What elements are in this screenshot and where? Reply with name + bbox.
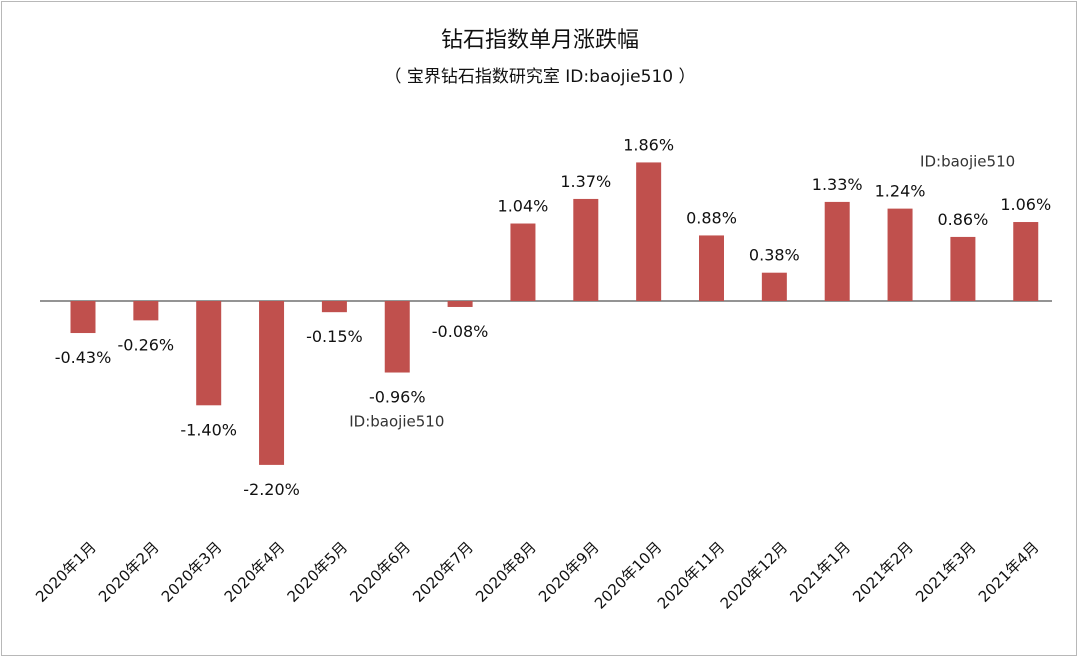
data-label-7: -0.08%: [432, 322, 489, 341]
bar-4: [259, 301, 285, 465]
x-tick-label-14: 2021年2月: [849, 538, 917, 606]
data-label-6: -0.96%: [369, 388, 426, 407]
data-label-13: 1.33%: [812, 175, 863, 194]
bar-11: [699, 235, 724, 301]
x-tick-label-6: 2020年6月: [346, 538, 414, 606]
x-tick-label-1: 2020年1月: [32, 538, 100, 606]
x-tick-label-5: 2020年5月: [284, 538, 352, 606]
x-tick-label-2: 2020年2月: [95, 538, 163, 606]
bar-6: [384, 301, 410, 373]
data-label-4: -2.20%: [243, 480, 300, 499]
bar-12: [761, 272, 787, 301]
x-tick-label-13: 2021年1月: [786, 538, 854, 606]
x-tick-label-15: 2021年3月: [912, 538, 980, 606]
data-label-9: 1.37%: [560, 172, 611, 191]
data-label-10: 1.86%: [623, 135, 674, 154]
bar-14: [887, 208, 913, 301]
bar-10: [636, 162, 662, 301]
data-label-1: -0.43%: [55, 348, 112, 367]
x-tick-label-16: 2021年4月: [975, 538, 1043, 606]
data-label-2: -0.26%: [118, 335, 175, 354]
bar-2: [133, 301, 159, 321]
chart-title: 钻石指数单月涨跌幅: [440, 28, 639, 53]
bar-8: [510, 223, 536, 301]
x-tick-label-3: 2020年3月: [158, 538, 226, 606]
annotation-id-2: ID:baojie510: [920, 153, 1015, 171]
x-tick-label-9: 2020年9月: [535, 538, 603, 606]
bar-1: [70, 301, 96, 334]
data-label-3: -1.40%: [180, 420, 237, 439]
x-tick-label-12: 2020年12月: [717, 538, 791, 612]
data-label-12: 0.38%: [749, 246, 800, 265]
data-label-8: 1.04%: [498, 197, 549, 216]
bar-13: [824, 201, 850, 301]
annotation-id-1: ID:baojie510: [349, 413, 444, 431]
bar-3: [196, 301, 222, 406]
x-tick-label-7: 2020年7月: [409, 538, 477, 606]
bar-5: [321, 301, 347, 313]
chart-subtitle: （ 宝界钻石指数研究室 ID:baojie510 ）: [384, 67, 696, 87]
bar-15: [950, 236, 976, 301]
bar-7: [447, 301, 473, 307]
bar-9: [573, 198, 599, 301]
data-label-14: 1.24%: [875, 182, 926, 201]
data-label-16: 1.06%: [1000, 195, 1051, 214]
bar-16: [1013, 222, 1039, 301]
x-tick-label-4: 2020年4月: [221, 538, 289, 606]
data-label-15: 0.86%: [937, 210, 988, 229]
data-label-5: -0.15%: [306, 327, 363, 346]
data-label-11: 0.88%: [686, 208, 737, 227]
x-tick-label-8: 2020年8月: [472, 538, 540, 606]
